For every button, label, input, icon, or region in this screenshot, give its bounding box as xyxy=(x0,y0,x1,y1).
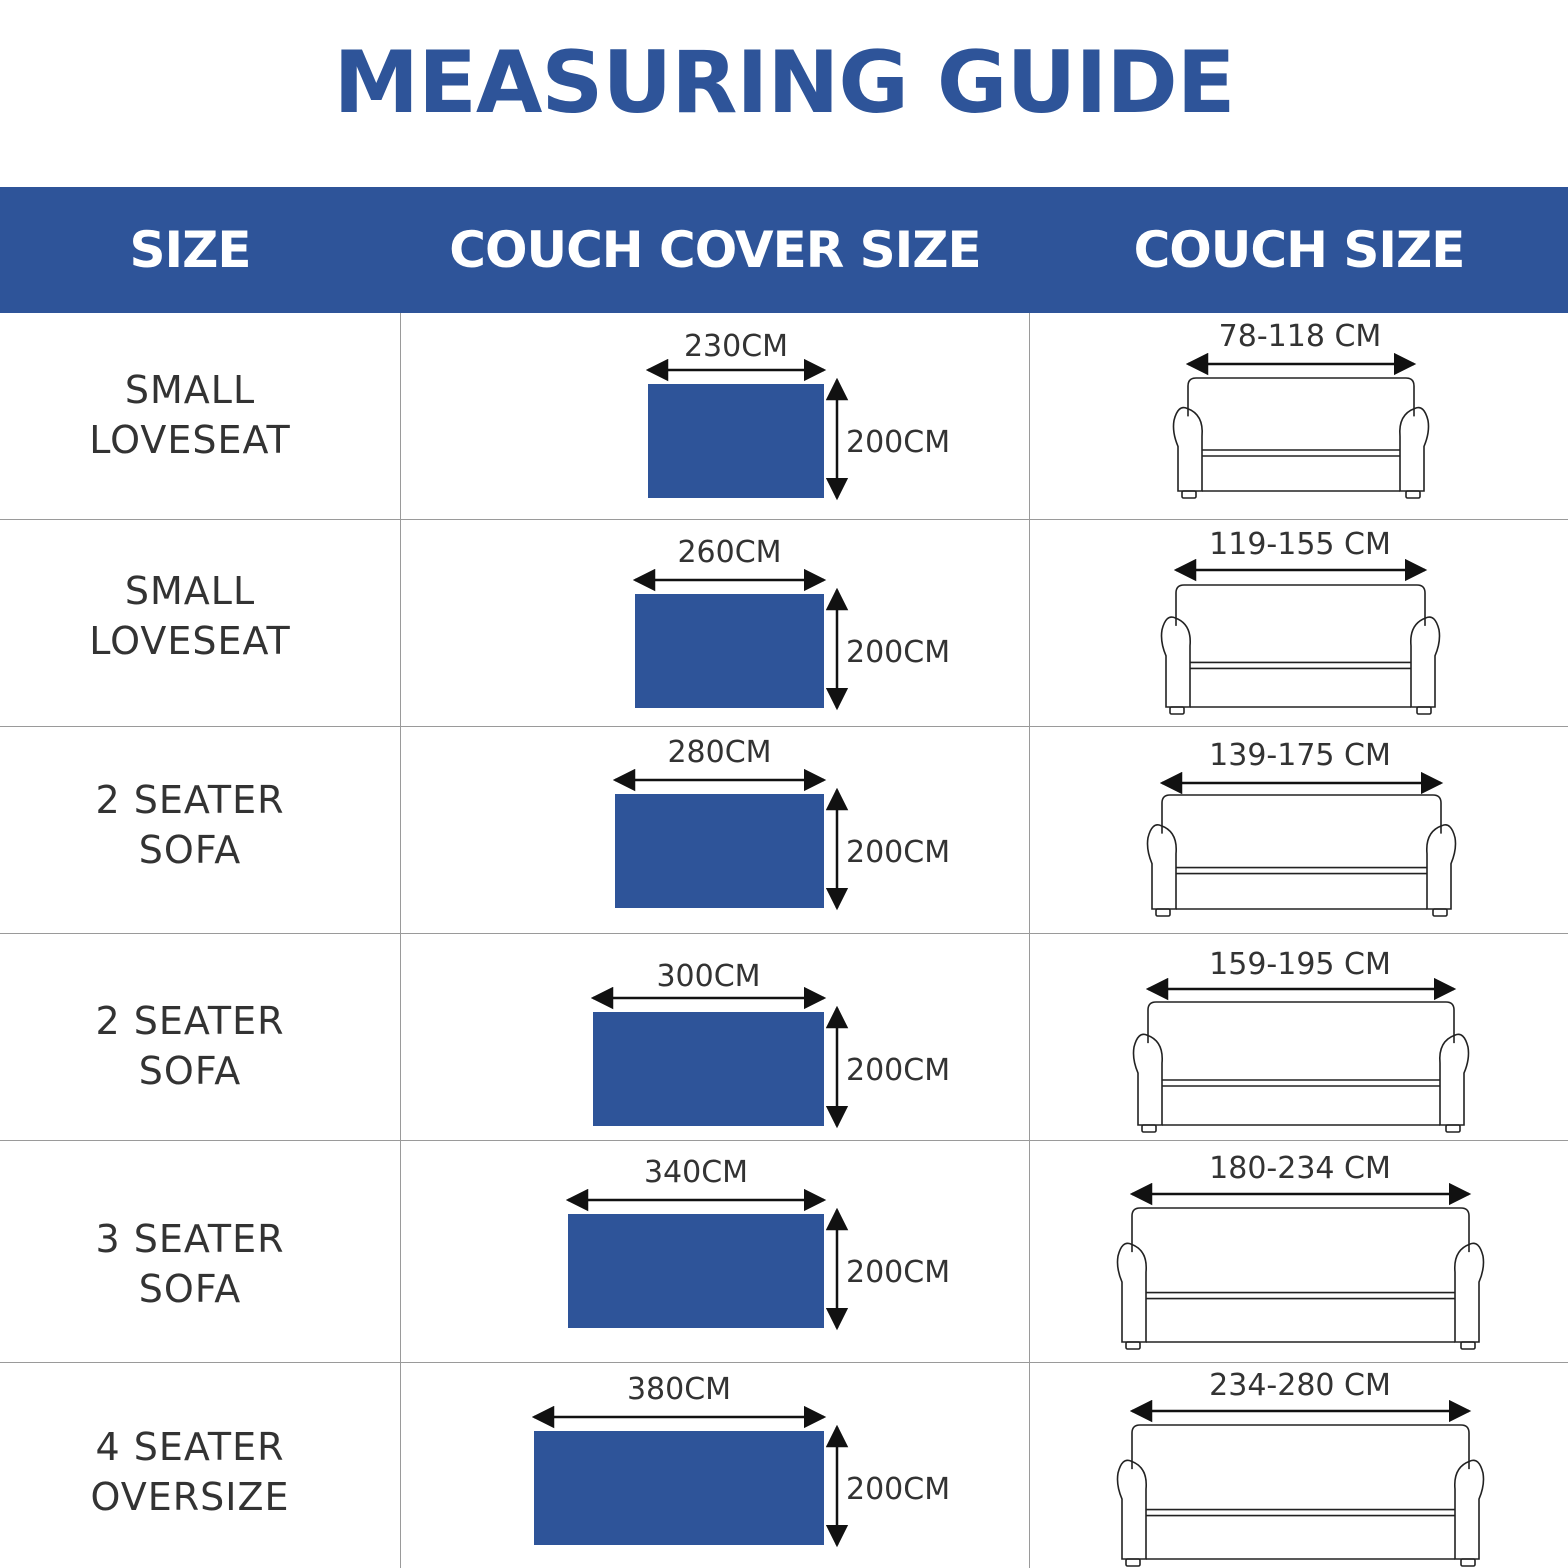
cover-width-label: 300CM xyxy=(656,959,760,994)
size-label: SMALL LOVESEAT xyxy=(0,566,380,666)
column-divider xyxy=(400,313,401,1568)
cover-height-label: 200CM xyxy=(846,1472,950,1507)
size-label-line2: SOFA xyxy=(138,1267,242,1311)
cover-height-label: 200CM xyxy=(846,425,950,460)
couch-size-label: 159-195 CM xyxy=(1209,947,1391,982)
size-label: 2 SEATER SOFA xyxy=(0,775,380,875)
cover-rectangle xyxy=(593,1012,824,1126)
cover-width-label: 260CM xyxy=(677,535,781,570)
cover-width-label: 380CM xyxy=(627,1372,731,1407)
cover-width-label: 230CM xyxy=(684,329,788,364)
cover-rectangle xyxy=(534,1431,824,1545)
header-size: SIZE xyxy=(129,221,251,279)
row-divider xyxy=(0,933,1568,934)
cover-height-label: 200CM xyxy=(846,635,950,670)
size-label-line1: 3 SEATER xyxy=(95,1217,285,1261)
cover-rectangle xyxy=(615,794,824,908)
couch-size-label: 139-175 CM xyxy=(1209,738,1391,773)
couch-size-label: 180-234 CM xyxy=(1209,1151,1391,1186)
size-label-line2: LOVESEAT xyxy=(89,418,291,462)
size-label-line1: 2 SEATER xyxy=(95,778,285,822)
cover-width-label: 340CM xyxy=(644,1155,748,1190)
cover-rectangle xyxy=(568,1214,824,1328)
size-label-line2: OVERSIZE xyxy=(90,1475,290,1519)
size-label-line2: SOFA xyxy=(138,828,242,872)
cover-rectangle xyxy=(648,384,824,498)
size-label-line2: LOVESEAT xyxy=(89,619,291,663)
size-label: 2 SEATER SOFA xyxy=(0,996,380,1096)
row-divider xyxy=(0,726,1568,727)
size-label: 4 SEATER OVERSIZE xyxy=(0,1422,380,1522)
row-divider xyxy=(0,1362,1568,1363)
couch-size-label: 119-155 CM xyxy=(1209,527,1391,562)
sofa-icon xyxy=(1132,1001,1470,1133)
page-title: MEASURING GUIDE xyxy=(333,33,1236,133)
column-divider xyxy=(1029,313,1030,1568)
size-label-line1: SMALL xyxy=(124,569,256,613)
cover-rectangle xyxy=(635,594,824,708)
cover-width-label: 280CM xyxy=(667,735,771,770)
sofa-icon xyxy=(1116,1424,1485,1567)
table-header: SIZE COUCH COVER SIZE COUCH SIZE xyxy=(0,187,1568,313)
row-divider xyxy=(0,519,1568,520)
sofa-icon xyxy=(1116,1207,1485,1350)
size-label-line1: 4 SEATER xyxy=(95,1425,285,1469)
header-couch-cover-size: COUCH COVER SIZE xyxy=(449,221,981,279)
size-label-line1: SMALL xyxy=(124,368,256,412)
row-divider xyxy=(0,1140,1568,1141)
cover-height-label: 200CM xyxy=(846,1255,950,1290)
sofa-icon xyxy=(1172,377,1430,499)
size-label: SMALL LOVESEAT xyxy=(0,365,380,465)
size-label: 3 SEATER SOFA xyxy=(0,1214,380,1314)
size-label-line2: SOFA xyxy=(138,1049,242,1093)
cover-height-label: 200CM xyxy=(846,835,950,870)
header-couch-size: COUCH SIZE xyxy=(1133,221,1466,279)
couch-size-label: 234-280 CM xyxy=(1209,1368,1391,1403)
cover-height-label: 200CM xyxy=(846,1053,950,1088)
sofa-icon xyxy=(1160,584,1441,715)
couch-size-label: 78-118 CM xyxy=(1219,319,1382,354)
size-label-line1: 2 SEATER xyxy=(95,999,285,1043)
sofa-icon xyxy=(1146,794,1457,917)
